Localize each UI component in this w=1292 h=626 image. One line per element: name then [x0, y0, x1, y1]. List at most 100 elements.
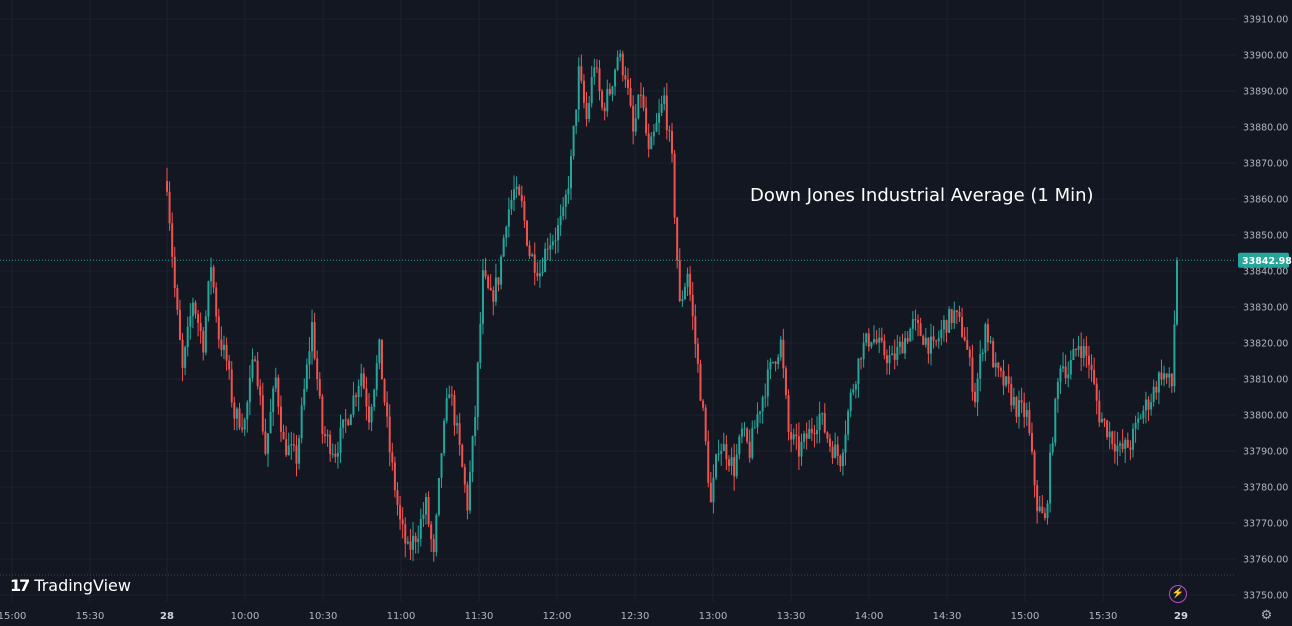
candle-body: [673, 153, 676, 218]
candle-body: [269, 412, 272, 434]
candle-body: [652, 131, 655, 137]
chart-grid: [0, 0, 1236, 602]
candle-body: [1126, 439, 1129, 448]
candle-body: [575, 109, 578, 126]
x-tick-label: 14:00: [855, 611, 884, 622]
candle-body: [632, 105, 635, 132]
candle-body: [456, 423, 459, 426]
candle-body: [766, 369, 769, 397]
candle-body: [647, 133, 650, 150]
time-axis[interactable]: 15:00 15:30 28 10:00 10:30 11:00 11:30 12:00 12:…: [0, 611, 1188, 622]
candle-body: [976, 378, 979, 403]
candle-body: [580, 66, 583, 81]
candle-body: [396, 490, 399, 506]
candle-body: [834, 444, 837, 458]
candle-body: [1043, 513, 1046, 518]
candle-body: [720, 451, 723, 454]
candle-body: [1015, 397, 1018, 417]
candle-body: [689, 273, 692, 295]
candle-body: [611, 86, 614, 95]
candle-body: [1139, 418, 1142, 420]
candle-body: [520, 194, 523, 202]
candle-body: [1030, 433, 1033, 452]
candle-body: [940, 329, 943, 339]
candle-body: [1054, 399, 1057, 444]
candle-body: [764, 396, 767, 398]
candle-body: [808, 428, 811, 439]
price-axis[interactable]: 33910.00 33900.00 33890.00 33880.00 33870.00…: [1243, 15, 1288, 602]
candle-body: [238, 408, 241, 428]
candle-body: [813, 432, 816, 435]
candle-body: [937, 338, 940, 342]
tradingview-logo[interactable]: 17 TradingView: [10, 576, 131, 595]
candle-body: [828, 438, 831, 447]
logo-mark: 17: [10, 576, 30, 595]
candle-body: [1056, 381, 1059, 400]
candle-body: [176, 288, 179, 310]
candle-body: [298, 438, 301, 464]
candle-body: [919, 323, 922, 336]
candle-body: [339, 427, 342, 453]
candle-body: [761, 397, 764, 412]
candle-body: [207, 281, 210, 317]
candle-body: [375, 363, 378, 390]
gear-icon[interactable]: ⚙: [1260, 607, 1273, 622]
candle-body: [989, 341, 992, 343]
candle-body: [1069, 360, 1072, 375]
y-tick-label: 33770.00: [1243, 519, 1288, 530]
candle-body: [251, 359, 254, 378]
candle-body: [474, 417, 477, 437]
candle-body: [1049, 452, 1052, 504]
candles: [166, 49, 1178, 562]
candle-body: [264, 431, 267, 454]
candle-body: [1036, 485, 1039, 512]
candle-body: [660, 103, 663, 113]
candle-body: [898, 341, 901, 347]
candle-body: [870, 342, 873, 347]
x-tick-label: 14:30: [933, 611, 962, 622]
candle-body: [924, 337, 927, 345]
candle-body: [222, 344, 225, 350]
candle-body: [782, 339, 785, 369]
candle-body: [626, 79, 629, 88]
candle-body: [448, 394, 451, 399]
candle-body: [173, 256, 176, 289]
candle-body: [593, 67, 596, 78]
candle-body: [733, 457, 736, 477]
candle-body: [435, 514, 438, 553]
candle-body: [774, 361, 777, 364]
candle-body: [655, 122, 658, 132]
candle-body: [668, 130, 671, 132]
candle-body: [313, 322, 316, 359]
candle-body: [779, 339, 782, 358]
candle-body: [676, 217, 679, 261]
candle-body: [1137, 418, 1140, 423]
candle-body: [1051, 443, 1054, 453]
candle-body: [1005, 376, 1008, 386]
x-tick-label: 13:30: [777, 611, 806, 622]
candle-body: [487, 276, 490, 288]
last-price-badge: 33842.98: [1238, 252, 1292, 268]
y-tick-label: 33900.00: [1243, 51, 1288, 62]
candle-body: [992, 341, 995, 368]
candle-body: [513, 189, 516, 200]
candle-body: [1134, 422, 1137, 429]
candle-body: [922, 335, 925, 345]
candle-body: [194, 302, 197, 315]
candle-body: [725, 444, 728, 460]
y-tick-label: 33810.00: [1243, 375, 1288, 386]
candle-body: [362, 373, 365, 389]
candle-body: [619, 53, 622, 58]
candle-body: [634, 118, 637, 132]
candle-body: [1023, 402, 1026, 417]
candle-body: [1165, 373, 1168, 378]
candle-body: [274, 377, 277, 389]
candle-body: [437, 477, 440, 515]
candle-body: [875, 339, 878, 343]
candle-body: [818, 413, 821, 431]
lightning-icon[interactable]: ⚡: [1169, 585, 1187, 603]
candle-body: [443, 420, 446, 454]
candle-body: [217, 316, 220, 340]
candle-body: [544, 248, 547, 272]
